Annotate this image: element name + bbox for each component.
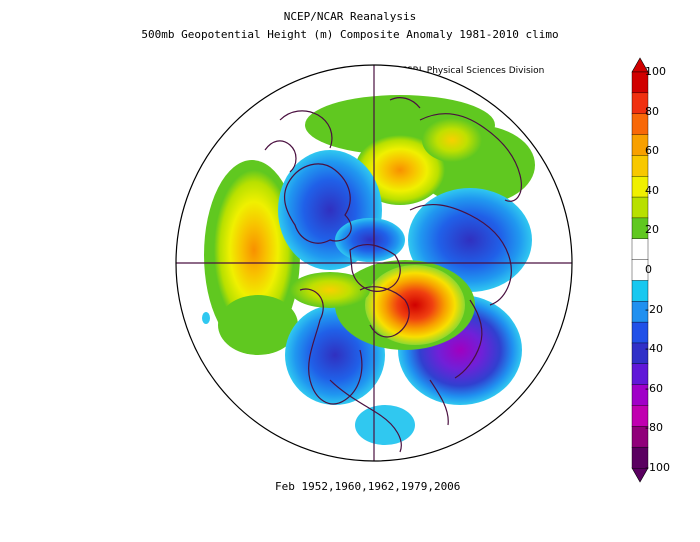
colorbar-tick-label: -100	[645, 461, 670, 474]
colorbar-segment	[631, 196, 649, 219]
map-boundary	[175, 64, 573, 462]
colorbar-tick-label: 60	[645, 144, 659, 158]
colorbar-tick-label: -60	[645, 381, 663, 395]
colorbar-tick-label: -80	[645, 421, 663, 435]
colorbar-tick-label: 80	[645, 104, 659, 118]
colorbar-tick-label: 0	[645, 263, 652, 276]
credit-text: NOAA/ESRL Physical Sciences Division	[372, 66, 545, 76]
colorbar-tick-label: 20	[645, 223, 659, 237]
colorbar-segment	[631, 155, 649, 177]
colorbar-tick-label: -20	[645, 302, 663, 316]
map-title-line1: NCEP/NCAR Reanalysis	[283, 10, 417, 23]
colorbar-tick-label: 40	[645, 183, 659, 197]
colorbar	[631, 57, 649, 483]
colorbar-segment	[631, 280, 649, 302]
colorbar-tick-label: 100	[645, 65, 666, 78]
colorbar-segment	[631, 321, 649, 344]
colorbar-segment	[631, 446, 649, 469]
map-title-line2: 500mb Geopotential Height (m) Composite …	[141, 28, 559, 41]
anomaly-field	[176, 65, 572, 461]
colorbar-segment	[631, 238, 649, 261]
greenland-block-anomaly	[365, 265, 465, 345]
colorbar-tick-label: -40	[645, 342, 663, 356]
composite-years-caption: Feb 1952,1960,1962,1979,2006	[275, 480, 461, 493]
